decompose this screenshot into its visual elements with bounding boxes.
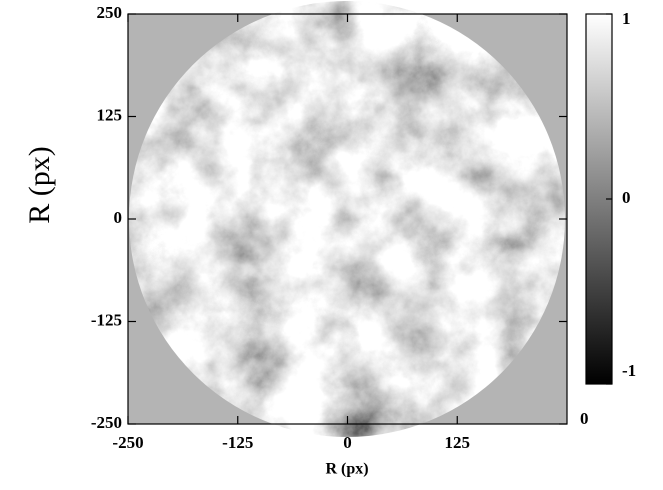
y-tick-label: -250 — [91, 413, 122, 432]
y-tick-label: 125 — [97, 105, 123, 124]
x-axis-label: R (px) — [325, 461, 368, 478]
colorbar-tick-label: -1 — [622, 361, 636, 380]
colorbar-tick-label: 0 — [622, 188, 631, 207]
x-tick-label: -125 — [222, 433, 253, 452]
colorbar-tick-label: 1 — [622, 9, 631, 28]
y-axis-label: R (px) — [23, 146, 56, 224]
x-tick-label: 0 — [343, 433, 352, 452]
annotation: 0 — [580, 409, 589, 428]
y-tick-label: 0 — [114, 208, 123, 227]
x-tick-label: 125 — [445, 433, 471, 452]
x-tick-label: -250 — [112, 433, 143, 452]
y-tick-label: -125 — [91, 310, 122, 329]
y-tick-label: 250 — [97, 3, 123, 22]
phase-field — [129, 1, 565, 437]
